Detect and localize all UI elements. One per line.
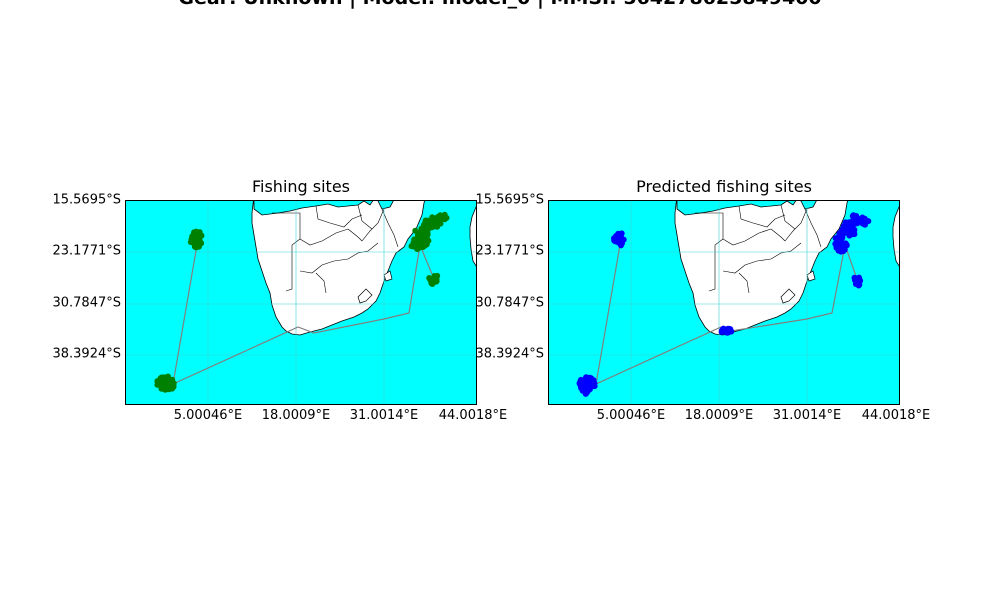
country-border (695, 212, 724, 239)
country-border (299, 228, 349, 246)
predicted-site-marker (719, 326, 726, 333)
country-border (784, 208, 808, 242)
country-border (361, 208, 385, 242)
predicted-site-marker (851, 231, 858, 238)
country-border (770, 228, 786, 242)
lat-tick-label: 15.5695°S (52, 192, 121, 208)
fishing-site-marker (433, 278, 440, 285)
vessel-track (595, 238, 858, 386)
country-enclave (780, 288, 796, 304)
fishing-site-marker (419, 232, 426, 239)
vessel-track (172, 238, 435, 386)
lat-tick-label: 23.1771°S (52, 243, 121, 259)
country-border (347, 228, 363, 242)
fishing-sites-panel: Fishing sites 15.5695°S 23.1771°S 30.784… (48, 170, 507, 430)
fishing-site-marker (416, 242, 423, 248)
predicted-site-marker (833, 243, 840, 250)
map-canvas (549, 201, 899, 404)
fishing-site-marker (192, 243, 199, 250)
lon-tick-label: 18.0009°E (684, 408, 754, 423)
africa-landmass (674, 201, 848, 336)
country-border (738, 272, 750, 294)
fishing-site-marker (414, 232, 421, 239)
country-border (722, 260, 758, 274)
fishing-site-marker (426, 218, 433, 225)
africa-landmass (251, 201, 425, 336)
fishing-site-marker (412, 227, 419, 234)
predicted-site-marker (838, 246, 845, 252)
map-canvas (126, 201, 476, 404)
lat-tick-label: 15.5695°S (475, 192, 544, 208)
fishing-site-marker (431, 273, 438, 279)
map-frame (548, 200, 900, 405)
fishing-site-marker (157, 375, 164, 382)
lon-tick-label: 5.00046°E (596, 408, 666, 423)
predicted-site-marker (590, 378, 597, 385)
predicted-site-marker (583, 388, 590, 395)
country-border (780, 204, 796, 230)
country-enclave (806, 270, 816, 282)
country-border (315, 205, 363, 228)
lat-tick-label: 23.1771°S (475, 243, 544, 259)
country-enclave (383, 270, 393, 282)
country-border (756, 242, 802, 262)
lon-tick-label: 18.0009°E (261, 408, 331, 423)
fishing-site-marker (165, 373, 171, 380)
fishing-site-marker (192, 228, 199, 235)
panel-title: Predicted fishing sites (636, 177, 812, 196)
predicted-site-marker (843, 241, 850, 248)
fishing-site-marker (437, 220, 444, 227)
lon-tick-label: 31.0014°E (772, 408, 842, 423)
predicted-site-marker (613, 238, 620, 245)
country-border (333, 242, 379, 262)
fishing-site-marker (424, 229, 431, 236)
country-border (722, 228, 772, 246)
country-border (315, 272, 327, 294)
lon-tick-label: 44.0018°E (438, 408, 508, 423)
predicted-site-marker (856, 281, 863, 288)
predicted-site-marker (613, 233, 619, 239)
fishing-site-marker (437, 212, 444, 219)
fishing-site-marker (410, 243, 417, 250)
panel-title: Fishing sites (251, 177, 351, 196)
lat-tick-label: 38.3924°S (52, 346, 121, 362)
lat-tick-label: 30.7847°S (52, 295, 121, 311)
figure-title: Gear: Unknown | Model: model_0 | MMSI: 5… (0, 0, 1000, 9)
country-border (272, 212, 301, 239)
predicted-site-marker (844, 220, 851, 227)
fishing-site-marker (198, 232, 204, 239)
lon-tick-label: 31.0014°E (349, 408, 419, 423)
lat-tick-label: 38.3924°S (475, 346, 544, 362)
predicted-site-marker (849, 218, 856, 225)
fishing-site-marker (423, 241, 430, 248)
country-border (804, 208, 822, 248)
predicted-site-marker (837, 235, 844, 242)
predicted-site-marker (724, 329, 731, 336)
country-border (357, 204, 373, 230)
map-frame (125, 200, 477, 405)
predicted-site-marker (852, 275, 859, 282)
madagascar-landmass (892, 205, 899, 267)
predicted-site-marker (846, 229, 853, 236)
lat-tick-label: 30.7847°S (475, 295, 544, 311)
country-border (299, 260, 335, 274)
predicted-site-marker (865, 218, 872, 225)
madagascar-landmass (469, 205, 476, 267)
country-enclave (357, 288, 373, 304)
fishing-site-marker (168, 384, 175, 391)
country-border (738, 205, 786, 228)
lon-tick-label: 5.00046°E (173, 408, 243, 423)
country-border (381, 208, 399, 248)
predicted-fishing-sites-panel: Predicted fishing sites 15.5695°S 23.177… (471, 170, 930, 430)
lon-tick-label: 44.0018°E (861, 408, 931, 423)
